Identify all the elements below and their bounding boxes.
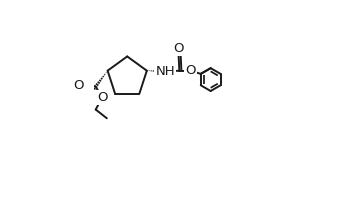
Text: O: O	[173, 42, 184, 55]
Text: NH: NH	[155, 65, 175, 78]
Text: O: O	[185, 64, 196, 77]
Text: O: O	[97, 91, 107, 104]
Text: O: O	[73, 79, 84, 92]
